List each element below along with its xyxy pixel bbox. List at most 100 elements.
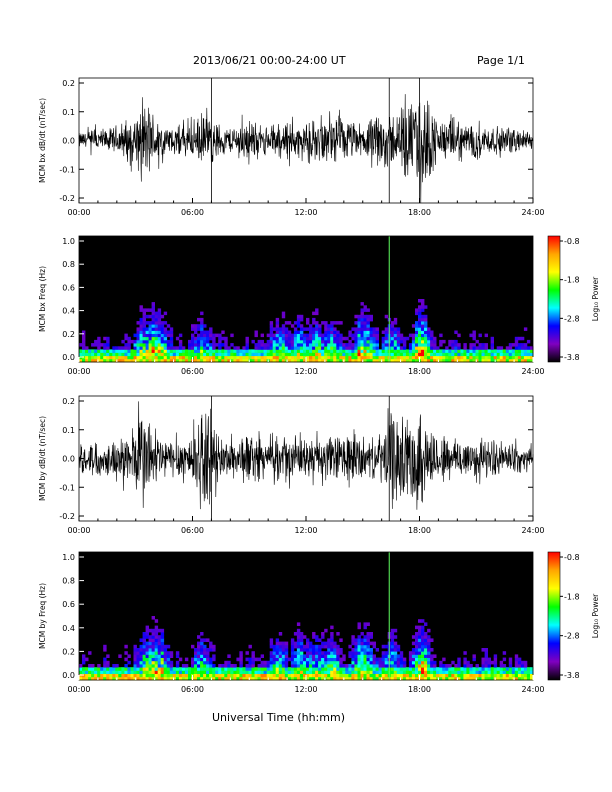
spectrogram-cell <box>357 667 361 671</box>
spectrogram-cell <box>433 660 437 665</box>
spectrogram-cell <box>475 664 479 668</box>
spectrogram-cell <box>209 343 213 347</box>
spectrogram-cell <box>511 355 516 360</box>
spectrogram-cell <box>209 336 213 341</box>
spectrogram-cell <box>203 343 207 347</box>
spectrogram-cell <box>514 352 519 357</box>
spectrogram-cell <box>339 352 343 357</box>
spectrogram-cell <box>154 324 159 328</box>
spectrogram-cell <box>312 667 316 671</box>
spectrogram-cell <box>303 676 307 681</box>
spectrogram-cell <box>324 327 328 331</box>
spectrogram-cell <box>354 654 358 658</box>
spectrogram-cell <box>230 667 234 671</box>
spectrogram-cell <box>469 670 473 674</box>
spectrogram-cell <box>378 358 382 363</box>
spectrogram-cell <box>148 324 152 328</box>
spectrogram-cell <box>197 657 201 662</box>
spectrogram-cell <box>321 657 325 662</box>
spectrogram-cell <box>324 654 328 658</box>
spectrogram-cell <box>520 358 525 363</box>
spectrogram-cell <box>330 638 334 642</box>
spectrogram-cell <box>230 352 234 357</box>
spectrogram-cell <box>415 352 419 357</box>
spectrogram-cell <box>530 346 534 350</box>
spectrogram-cell <box>372 657 376 662</box>
spectrogram-cell <box>212 673 216 678</box>
spectrogram-cell <box>133 651 137 655</box>
spectrogram-cell <box>157 667 162 671</box>
spectrogram-cell <box>293 343 298 347</box>
spectrogram-cell <box>97 349 101 353</box>
spectrogram-cell <box>333 346 337 350</box>
spectrogram-cell <box>469 664 473 668</box>
spectrogram-cell <box>430 358 434 363</box>
spectrogram-cell <box>330 321 334 325</box>
spectrogram-cell <box>148 308 152 312</box>
spectrogram-cell <box>169 664 174 668</box>
spectrogram-cell <box>85 676 89 681</box>
spectrogram-cell <box>94 343 98 347</box>
spectrogram-cell <box>163 330 168 334</box>
spectrogram-cell <box>145 641 149 646</box>
spectrogram-cell <box>303 355 307 360</box>
spectrogram-cell <box>245 339 249 344</box>
spectrogram-cell <box>239 664 243 668</box>
spectrogram-cell <box>163 333 168 338</box>
spectrogram-cell <box>418 336 422 341</box>
spectrogram-cell <box>97 670 101 674</box>
spectrogram-cell <box>251 349 255 353</box>
spectrogram-cell <box>427 336 431 341</box>
spectrogram-cell <box>366 673 370 678</box>
spectrogram-cell <box>348 333 352 338</box>
spectrogram-cell <box>157 333 162 338</box>
spectrogram-cell <box>321 667 325 671</box>
spectrogram-cell <box>233 349 237 353</box>
spectrogram-cell <box>354 339 358 344</box>
spectrogram-cell <box>97 667 101 671</box>
spectrogram-cell <box>315 321 319 325</box>
spectrogram-cell <box>496 352 501 357</box>
spectrogram-cell <box>166 670 171 674</box>
spectrogram-cell <box>296 349 301 353</box>
spectrogram-cell <box>124 667 128 671</box>
spectrogram-cell <box>287 336 292 341</box>
spectrogram-cell <box>333 673 337 678</box>
spectrogram-cell <box>339 321 343 325</box>
spectrogram-cell <box>421 638 425 642</box>
spectrogram-cell <box>139 664 143 668</box>
spectrogram-cell <box>160 321 165 325</box>
spectrogram-cell <box>88 673 92 678</box>
spectrogram-cell <box>421 321 425 325</box>
spectrogram-cell <box>324 321 328 325</box>
spectrogram-cell <box>290 339 295 344</box>
spectrogram-cell <box>160 327 165 331</box>
spectrogram-cell <box>169 654 174 658</box>
spectrogram-cell <box>433 349 437 353</box>
spectrogram-cell <box>218 343 222 347</box>
colorbar-tick-label: -2.8 <box>564 314 580 323</box>
spectrogram-cell <box>366 314 370 319</box>
spectrogram-cell <box>278 358 283 363</box>
spectrogram-cell <box>315 654 319 658</box>
spectrogram-cell <box>430 676 434 681</box>
spectrogram-cell <box>203 358 207 363</box>
spectrogram-cell <box>496 670 501 674</box>
spectrogram-cell <box>172 352 177 357</box>
spectrogram-cell <box>278 654 283 658</box>
spectrogram-cell <box>318 644 322 649</box>
spectrogram-cell <box>212 648 216 652</box>
spectrogram-cell <box>157 628 162 633</box>
spectrogram-cell <box>306 651 310 655</box>
spectrogram-cell <box>157 327 162 331</box>
spectrogram-cell <box>466 660 470 665</box>
spectrogram-cell <box>281 349 286 353</box>
spectrogram-cell <box>309 670 313 674</box>
spectrogram-cell <box>251 664 255 668</box>
spectrogram-cell <box>296 667 301 671</box>
spectrogram-cell <box>454 355 458 360</box>
spectrogram-cell <box>157 352 162 357</box>
spectrogram-cell <box>215 333 219 338</box>
spectrogram-cell <box>514 654 519 658</box>
spectrogram-cell <box>360 664 364 668</box>
